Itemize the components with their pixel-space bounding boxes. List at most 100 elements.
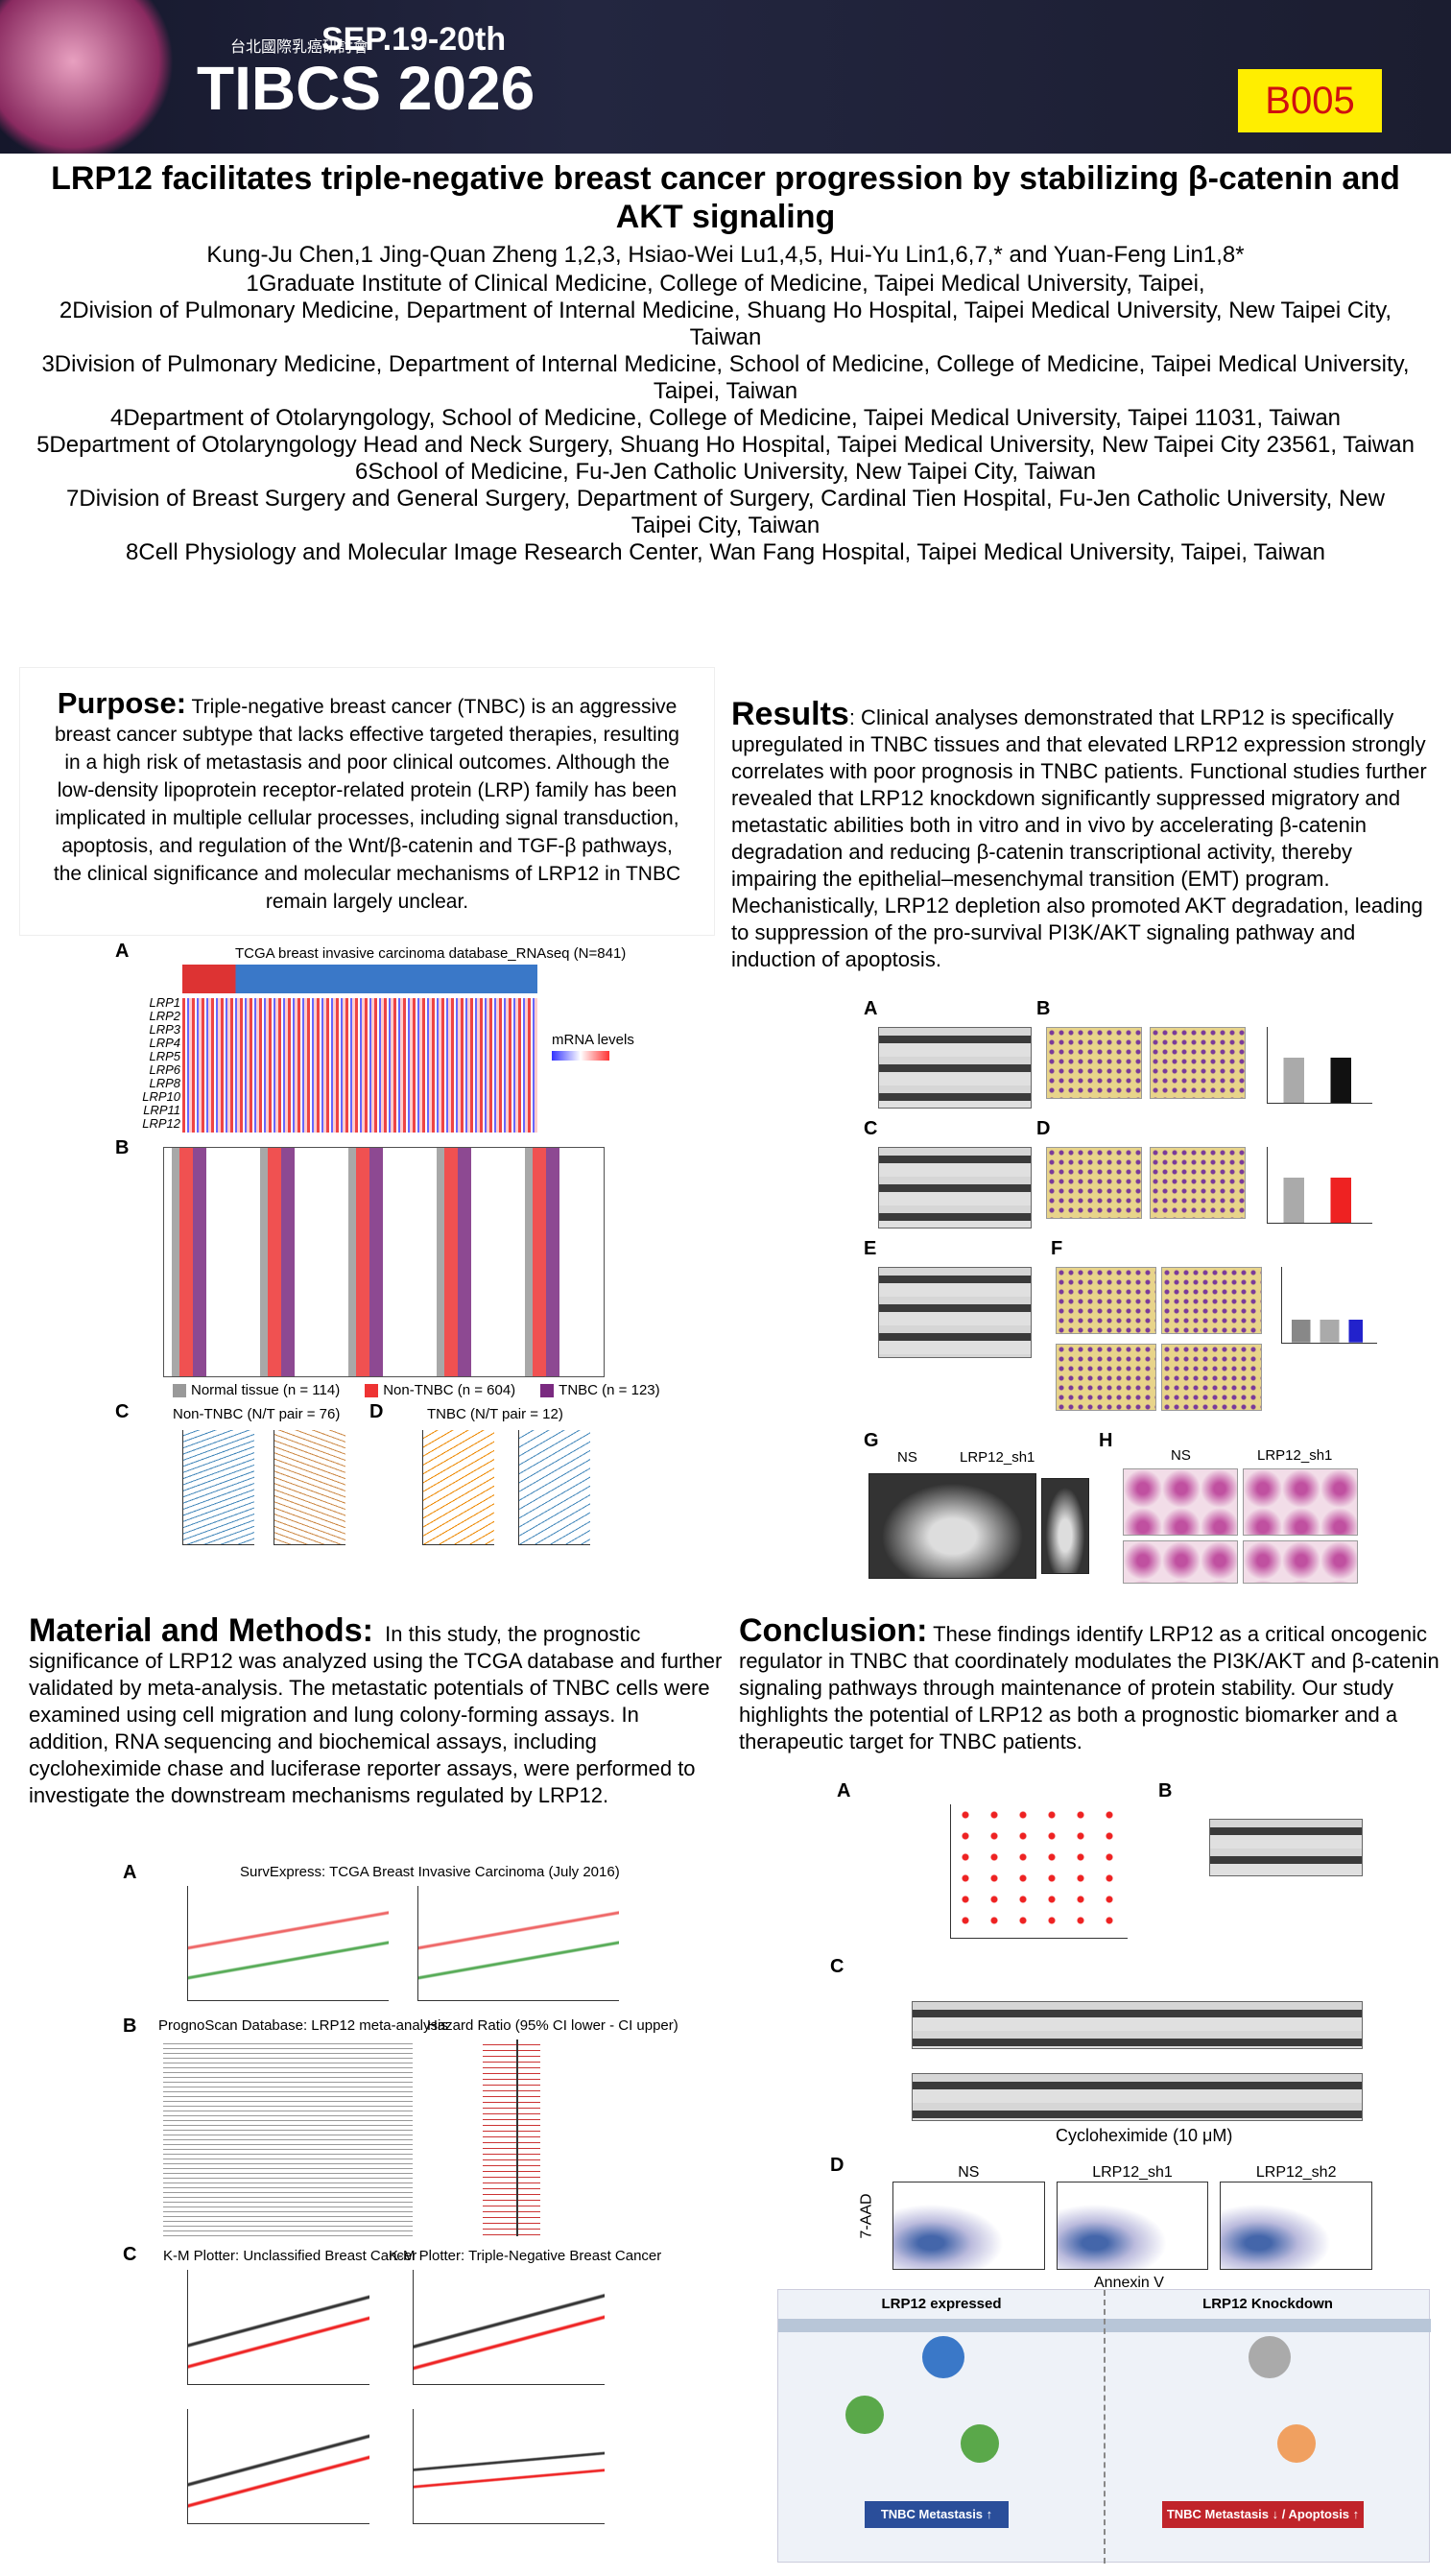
sample-bar [182,965,537,993]
methods-body: In this study, the prognostic significan… [29,1622,723,1807]
boxplot-grid [163,1147,605,1377]
panel-label: B [115,1137,130,1158]
heatmap [182,998,537,1133]
heatmap-row-label: LRP2 [149,1009,180,1023]
migration-image [1046,1027,1142,1099]
migration-image [1150,1027,1246,1099]
flow-panel: LRP12_sh2 [1220,2164,1373,2270]
bar-plot [1281,1267,1377,1344]
conclusion-heading: Conclusion: [739,1612,928,1649]
dot-plot [950,1804,1128,1939]
results-text: Results: Clinical analyses demonstrated … [731,698,1437,973]
outcome-box: TNBC Metastasis ↑ [865,2501,1009,2528]
divider [1104,2290,1106,2564]
purpose-box: Purpose: Triple-negative breast cancer (… [19,667,715,936]
western-blot [1209,1819,1363,1876]
paired-plot [274,1430,345,1545]
heatmap-rows: LRP1 LRP2 LRP3 LRP4 LRP5 LRP6 LRP8 LRP10 LRP11 LR… [134,996,180,1131]
panel-caption: SurvExpress: TCGA Breast Invasive Carcin… [240,1864,620,1880]
panel-label: C [123,2244,137,2265]
node [1277,2424,1316,2463]
heatmap-row-label: LRP1 [149,995,180,1010]
migration-image [1161,1344,1262,1411]
panel-caption: TNBC (N/T pair = 12) [427,1406,563,1422]
panel-label: B [1158,1780,1173,1801]
heatmap-row-label: LRP5 [149,1049,180,1063]
histology-image [1123,1540,1238,1584]
bar-plot [1267,1147,1372,1224]
event-dates: SEP.19-20th [321,21,507,58]
panel-label: B [1036,998,1051,1019]
methods-heading: Material and Methods: [29,1612,373,1649]
node [961,2424,999,2463]
image-label: LRP12_sh1 [1257,1447,1333,1464]
affiliation: 2Division of Pulmonary Medicine, Departm… [59,298,1392,350]
methods-text: Material and Methods: In this study, the… [29,1614,725,1809]
affiliations: 1Graduate Institute of Clinical Medicine… [19,271,1432,566]
legend-text: TNBC (n = 123) [559,1382,660,1398]
western-blot [878,1267,1032,1358]
image-label: LRP12_sh1 [960,1449,1035,1466]
western-blot [878,1147,1032,1228]
panel-label: E [864,1238,877,1259]
histology-image [1243,1540,1358,1584]
outcome-box: TNBC Metastasis ↓ / Apoptosis ↑ [1162,2501,1364,2528]
migration-image [1161,1267,1262,1334]
axis-label: Annexin V [1094,2275,1164,2291]
event-name: TIBCS 2026 [197,54,535,123]
panel-label: G [864,1430,879,1451]
results-body: : Clinical analyses demonstrated that LR… [731,705,1427,971]
affiliation: 8Cell Physiology and Molecular Image Res… [126,539,1325,565]
meta-table [163,2039,413,2236]
panel-label: C [864,1118,878,1139]
blot-caption: Cycloheximide (10 μM) [1056,2126,1233,2145]
panel-label: D [1036,1118,1051,1139]
axis-label: 7-AAD [858,2193,875,2239]
km-plot [413,2409,605,2524]
heatmap-row-label: LRP12 [142,1116,180,1131]
results-heading: Results [731,696,849,732]
node [1249,2336,1291,2378]
affiliation: 3Division of Pulmonary Medicine, Departm… [41,351,1410,404]
affiliation: 1Graduate Institute of Clinical Medicine… [246,271,1205,297]
image-label: NS [1171,1447,1191,1464]
poster-code: B005 [1238,69,1382,132]
forest-plot [422,2039,614,2236]
bar-plot [1267,1027,1372,1104]
km-plot [187,2270,369,2385]
km-plot [187,1886,389,2001]
western-blot [912,2073,1363,2121]
flow-plot [1220,2182,1373,2270]
migration-image [1150,1147,1246,1219]
panel-caption: Non-TNBC (N/T pair = 76) [173,1406,341,1422]
panel-label: C [830,1956,844,1977]
panel-label: D [369,1401,384,1422]
km-plot [417,1886,619,2001]
legend-text: Non-TNBC (n = 604) [383,1382,516,1398]
header-band: 台北國際乳癌研討會 TIBCS 2026 SEP.19-20th [0,0,1451,154]
node [922,2336,964,2378]
heatmap-row-label: LRP10 [142,1089,180,1104]
panel-label: B [123,2015,137,2037]
schematic-title: LRP12 Knockdown [1202,2296,1333,2312]
panel-caption: Hazard Ratio (95% CI lower - CI upper) [427,2017,678,2034]
histology-image [1243,1468,1358,1536]
panel-label: A [123,1862,137,1883]
flow-panel: LRP12_sh1 [1056,2164,1209,2270]
migration-image [1046,1147,1142,1219]
node [845,2396,884,2434]
flow-plot [892,2182,1045,2270]
heatmap-legend: mRNA levels [552,1032,634,1048]
western-blot [912,2001,1363,2049]
panel-label: A [115,941,130,962]
legend-swatch [365,1383,379,1397]
flow-panel: NS [892,2164,1045,2270]
legend-swatch [540,1383,555,1397]
paired-plot [182,1430,254,1545]
flow-panels: NS LRP12_sh1 LRP12_sh2 [892,2164,1373,2270]
boxplot-legend: Normal tissue (n = 114) Non-TNBC (n = 604… [173,1382,660,1398]
migration-image [1056,1267,1156,1334]
western-blot [878,1027,1032,1109]
conclusion-text: Conclusion: These findings identify LRP1… [739,1614,1444,1755]
heatmap-row-label: LRP6 [149,1062,180,1077]
